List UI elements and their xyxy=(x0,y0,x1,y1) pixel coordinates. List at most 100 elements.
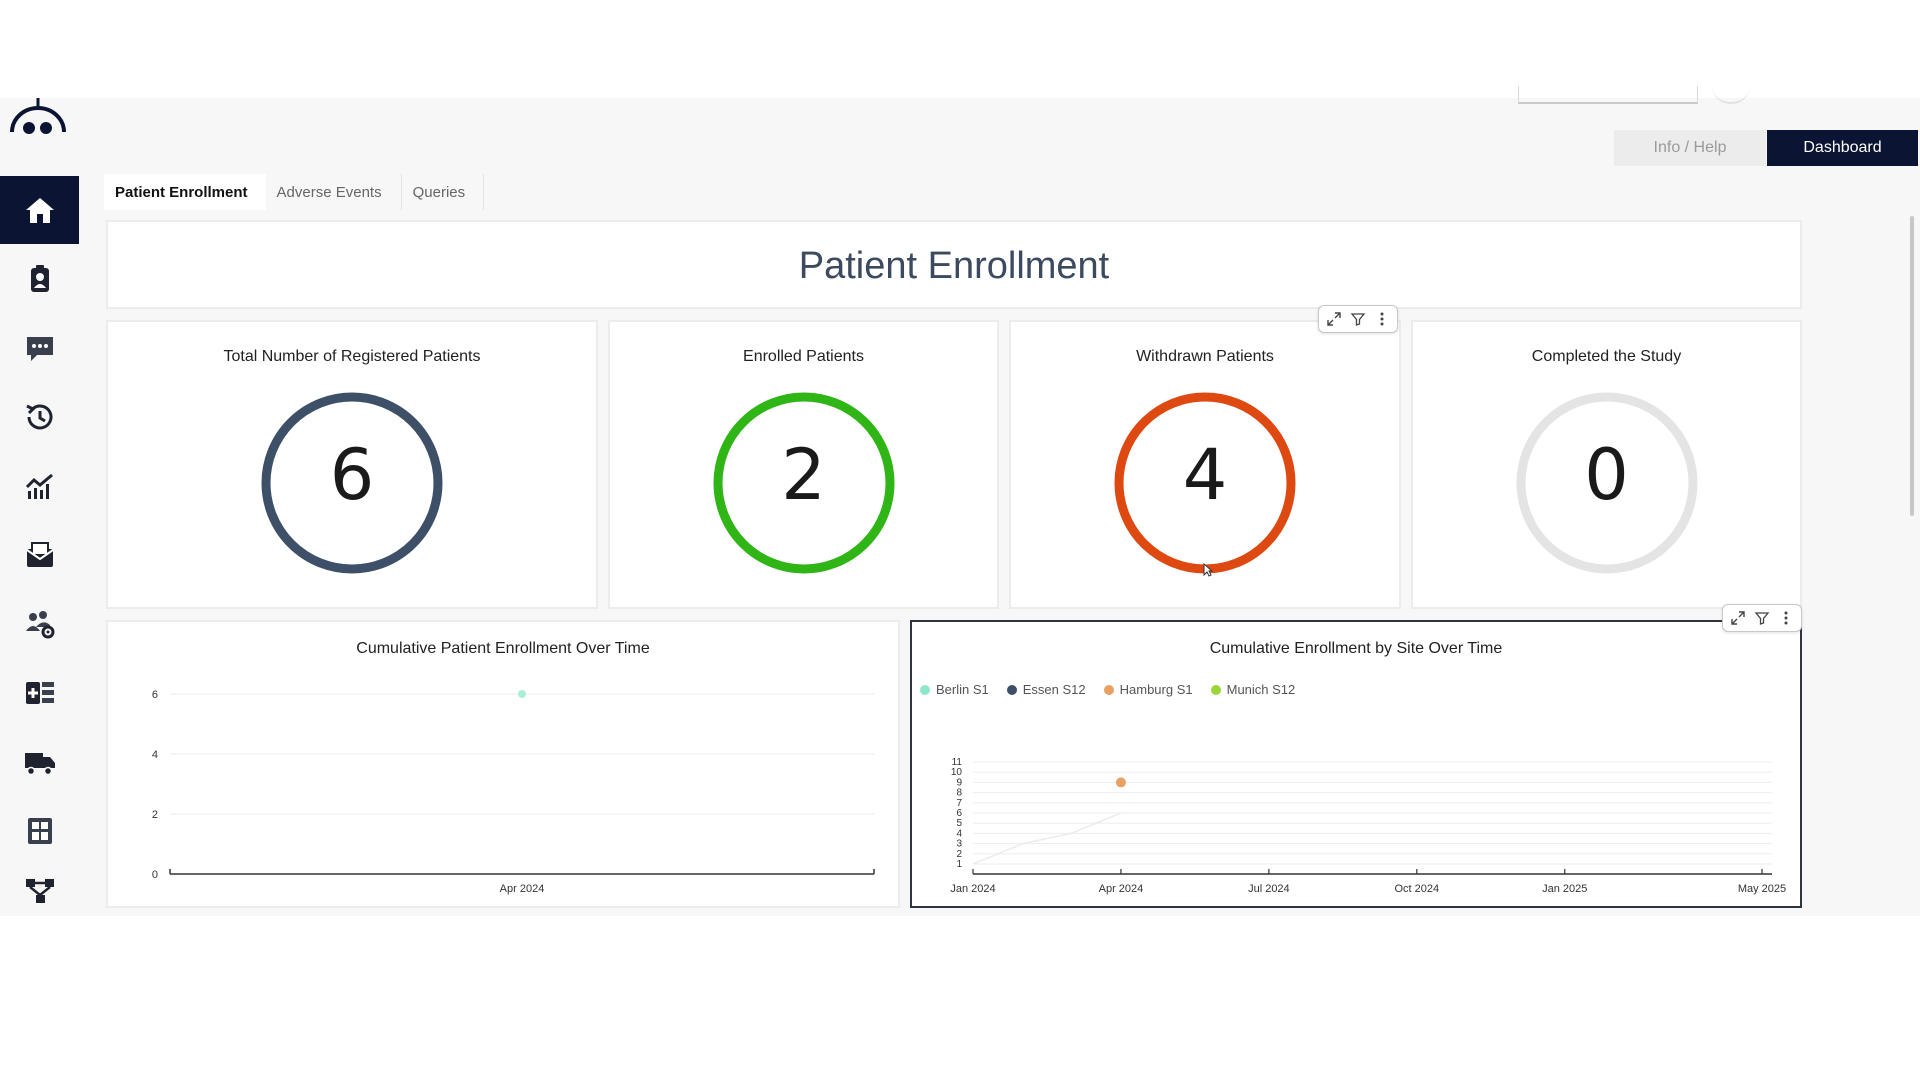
visual-toolbar-withdrawn xyxy=(1318,305,1398,333)
sidebar-item-history[interactable] xyxy=(0,383,79,451)
tab-queries[interactable]: Queries xyxy=(402,174,485,210)
chart-cumulative-enrollment: 0 2 4 6 Apr 2024 xyxy=(152,689,875,895)
top-search-field[interactable] xyxy=(1518,86,1698,104)
y-tick-label: 9 xyxy=(956,777,962,788)
legend-item[interactable]: Hamburg S1 xyxy=(1103,682,1193,697)
y-tick-label: 2 xyxy=(152,809,158,821)
x-tick-label: Apr 2024 xyxy=(1099,883,1144,895)
sidebar-item-records[interactable] xyxy=(0,659,79,727)
kpi-title: Total Number of Registered Patients xyxy=(223,348,481,365)
y-tick-label: 7 xyxy=(956,798,962,809)
chart-title: Cumulative Enrollment by Site Over Time xyxy=(1209,640,1503,657)
y-tick-label: 1 xyxy=(956,859,962,870)
chart-card-cumulative-enrollment[interactable]: Cumulative Patient Enrollment Over Time … xyxy=(106,620,900,908)
kpi-card-completed[interactable]: Completed the Study 0 xyxy=(1411,320,1802,609)
legend-item[interactable]: Munich S12 xyxy=(1210,682,1296,697)
legend-dot xyxy=(920,684,930,695)
x-tick-label: Jan 2025 xyxy=(1542,883,1587,895)
user-avatar[interactable] xyxy=(1712,86,1750,104)
page-title: Patient Enrollment xyxy=(798,245,1110,287)
kpi-ring xyxy=(713,392,894,574)
filter-icon[interactable] xyxy=(1753,609,1771,627)
kpi-value: 4 xyxy=(1182,434,1228,516)
page-title-card: Patient Enrollment xyxy=(106,220,1802,309)
series-line xyxy=(972,812,1122,865)
tab-adverse-events[interactable]: Adverse Events xyxy=(266,174,402,210)
users-gear-icon xyxy=(25,611,54,639)
chat-icon xyxy=(26,337,53,361)
chart-title: Cumulative Patient Enrollment Over Time xyxy=(356,640,650,657)
kpi-value: 6 xyxy=(329,434,375,516)
y-tick-label: 6 xyxy=(152,689,158,701)
mouse-cursor-icon xyxy=(1203,563,1213,577)
kpi-title: Completed the Study xyxy=(1531,348,1682,365)
dashboard-button[interactable]: Dashboard xyxy=(1767,130,1918,166)
sidebar-item-patient-badge[interactable] xyxy=(0,245,79,313)
legend-dot xyxy=(1006,684,1017,695)
report-tabs: Patient Enrollment Adverse Events Querie… xyxy=(104,174,485,210)
y-tick-label: 4 xyxy=(956,828,962,839)
tab-patient-enrollment[interactable]: Patient Enrollment xyxy=(104,174,266,210)
visual-toolbar-site-chart xyxy=(1722,604,1802,632)
page-scrollbar[interactable] xyxy=(1910,216,1914,516)
legend-label: Essen S12 xyxy=(1022,682,1086,697)
more-options-icon[interactable] xyxy=(1373,310,1391,328)
sidebar-item-user-settings[interactable] xyxy=(0,590,79,658)
y-tick-label: 5 xyxy=(956,818,962,829)
x-tick-label: Jan 2024 xyxy=(950,883,995,895)
legend-label: Munich S12 xyxy=(1226,682,1296,697)
sidebar-item-network[interactable] xyxy=(0,866,79,916)
envelope-icon xyxy=(25,542,54,567)
y-tick-label: 11 xyxy=(952,757,963,768)
legend-item[interactable]: Berlin S1 xyxy=(920,682,989,697)
kpi-ring-circle xyxy=(713,392,894,574)
y-tick-label: 0 xyxy=(152,869,158,881)
sidebar-item-mail[interactable] xyxy=(0,521,79,589)
records-icon xyxy=(25,682,54,704)
kpi-ring-circle xyxy=(1516,392,1697,574)
calculator-icon xyxy=(27,818,52,844)
kpi-card-enrolled[interactable]: Enrolled Patients 2 xyxy=(608,320,999,609)
legend-dot xyxy=(1103,684,1114,695)
kpi-value: 2 xyxy=(781,434,826,516)
history-icon xyxy=(25,404,52,430)
kpi-ring-circle xyxy=(261,392,443,574)
kpi-value: 0 xyxy=(1584,434,1629,516)
filter-icon[interactable] xyxy=(1349,310,1367,328)
chart-legend: Berlin S1 Essen S12 Hamburg S1 Munich S1… xyxy=(920,682,1295,697)
sidebar-item-shipping[interactable] xyxy=(0,728,79,796)
kpi-title: Enrolled Patients xyxy=(743,348,864,365)
data-point xyxy=(1115,777,1126,788)
x-tick-label: Apr 2024 xyxy=(500,883,545,895)
kpi-ring xyxy=(261,392,443,574)
sidebar-item-calculator[interactable] xyxy=(0,797,79,865)
y-tick-label: 3 xyxy=(956,839,962,850)
kpi-card-registered[interactable]: Total Number of Registered Patients 6 xyxy=(106,320,598,609)
chart-card-enrollment-by-site[interactable]: Cumulative Enrollment by Site Over Time … xyxy=(910,620,1802,908)
sidebar-item-home[interactable] xyxy=(0,176,79,244)
chart-icon xyxy=(25,473,53,499)
home-icon xyxy=(25,198,54,223)
more-options-icon[interactable] xyxy=(1777,609,1795,627)
focus-mode-icon[interactable] xyxy=(1729,609,1747,627)
data-point xyxy=(518,690,526,698)
legend-label: Hamburg S1 xyxy=(1119,682,1193,697)
id-badge-icon xyxy=(30,265,49,292)
truck-icon xyxy=(24,753,55,776)
legend-label: Berlin S1 xyxy=(936,682,989,697)
sidebar-item-messages[interactable] xyxy=(0,314,79,382)
kpi-title: Withdrawn Patients xyxy=(1136,348,1274,365)
y-tick-label: 8 xyxy=(956,788,962,799)
legend-dot xyxy=(1210,684,1221,695)
x-tick-label: Oct 2024 xyxy=(1394,883,1439,895)
x-tick-label: May 2025 xyxy=(1738,883,1786,895)
y-tick-label: 4 xyxy=(152,749,158,761)
legend-item[interactable]: Essen S12 xyxy=(1006,682,1086,697)
info-help-button[interactable]: Info / Help xyxy=(1614,130,1766,166)
kpi-ring xyxy=(1516,392,1697,574)
kpi-card-withdrawn[interactable]: Withdrawn Patients 4 xyxy=(1009,320,1401,609)
sidebar-item-analytics[interactable] xyxy=(0,452,79,520)
focus-mode-icon[interactable] xyxy=(1325,310,1343,328)
app-logo[interactable] xyxy=(8,98,68,142)
